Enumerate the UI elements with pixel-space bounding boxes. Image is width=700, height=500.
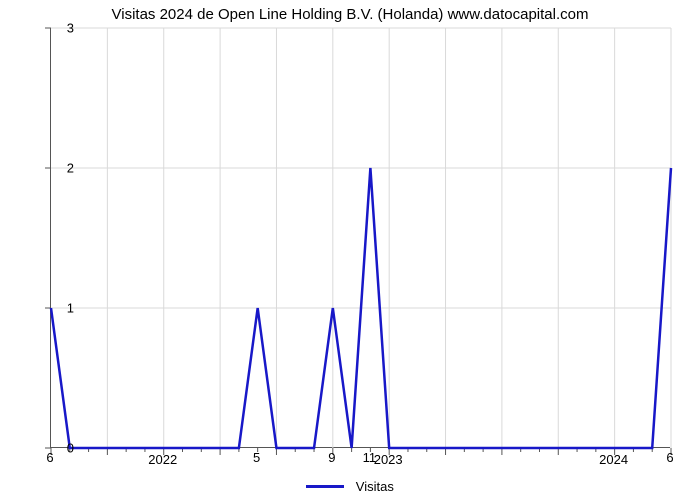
chart-container: Visitas 2024 de Open Line Holding B.V. (… (0, 0, 700, 500)
data-point-label: 6 (666, 450, 673, 465)
x-year-label: 2024 (599, 452, 628, 467)
y-tick-label: 3 (50, 21, 74, 36)
chart-title: Visitas 2024 de Open Line Holding B.V. (… (0, 6, 700, 23)
legend-label: Visitas (356, 479, 394, 494)
legend: Visitas (0, 478, 700, 494)
y-tick-label: 2 (50, 161, 74, 176)
plot-area (50, 28, 670, 448)
x-year-label: 2022 (148, 452, 177, 467)
data-point-label: 9 (328, 450, 335, 465)
data-point-label: 11 (363, 450, 377, 465)
legend-swatch (306, 485, 344, 488)
y-tick-label: 1 (50, 301, 74, 316)
data-point-label: 5 (253, 450, 260, 465)
x-year-label: 2023 (374, 452, 403, 467)
data-point-label: 6 (46, 450, 53, 465)
chart-svg (51, 28, 671, 448)
